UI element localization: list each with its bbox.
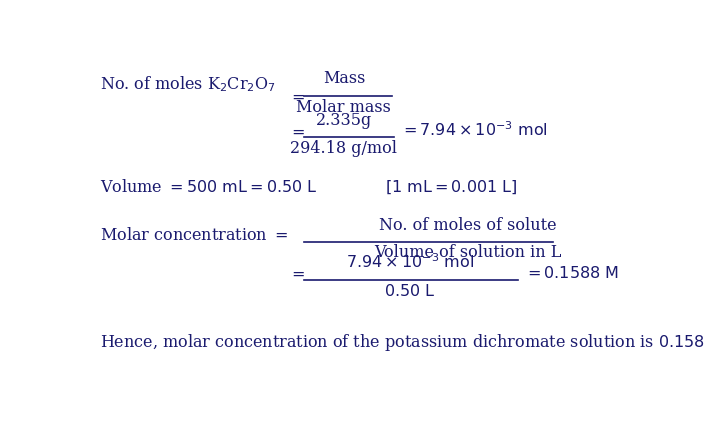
Text: No. of moles K$_2$Cr$_2$O$_7$: No. of moles K$_2$Cr$_2$O$_7$ [99,74,276,94]
Text: $=$: $=$ [288,88,305,105]
Text: No. of moles of solute: No. of moles of solute [379,217,557,234]
Text: $= 7.94\times10^{-3}\ \mathrm{mol}$: $= 7.94\times10^{-3}\ \mathrm{mol}$ [400,121,548,139]
Text: $=$: $=$ [288,265,305,282]
Text: Volume of solution in L: Volume of solution in L [374,244,562,261]
Text: $= 0.1588\ \mathrm{M}$: $= 0.1588\ \mathrm{M}$ [524,265,619,282]
Text: 2.335g: 2.335g [316,112,372,129]
Text: $=$: $=$ [288,123,305,139]
Text: $7.94\times10^{-3}\ \mathrm{mol}$: $7.94\times10^{-3}\ \mathrm{mol}$ [345,253,474,272]
Text: $0.50\ \mathrm{L}$: $0.50\ \mathrm{L}$ [384,283,436,300]
Text: $\left[1\ \mathrm{mL} = 0.001\ \mathrm{L}\right]$: $\left[1\ \mathrm{mL} = 0.001\ \mathrm{L… [385,179,517,196]
Text: Molar concentration $=$: Molar concentration $=$ [99,226,288,243]
Text: 294.18 g/mol: 294.18 g/mol [290,140,398,157]
Text: Volume $= 500\ \mathrm{mL} = 0.50\ \mathrm{L}$: Volume $= 500\ \mathrm{mL} = 0.50\ \math… [99,179,317,196]
Text: Molar mass: Molar mass [296,100,391,117]
Text: Mass: Mass [323,70,365,87]
Text: Hence, molar concentration of the potassium dichromate solution is $0.1588\ \mat: Hence, molar concentration of the potass… [99,332,705,353]
